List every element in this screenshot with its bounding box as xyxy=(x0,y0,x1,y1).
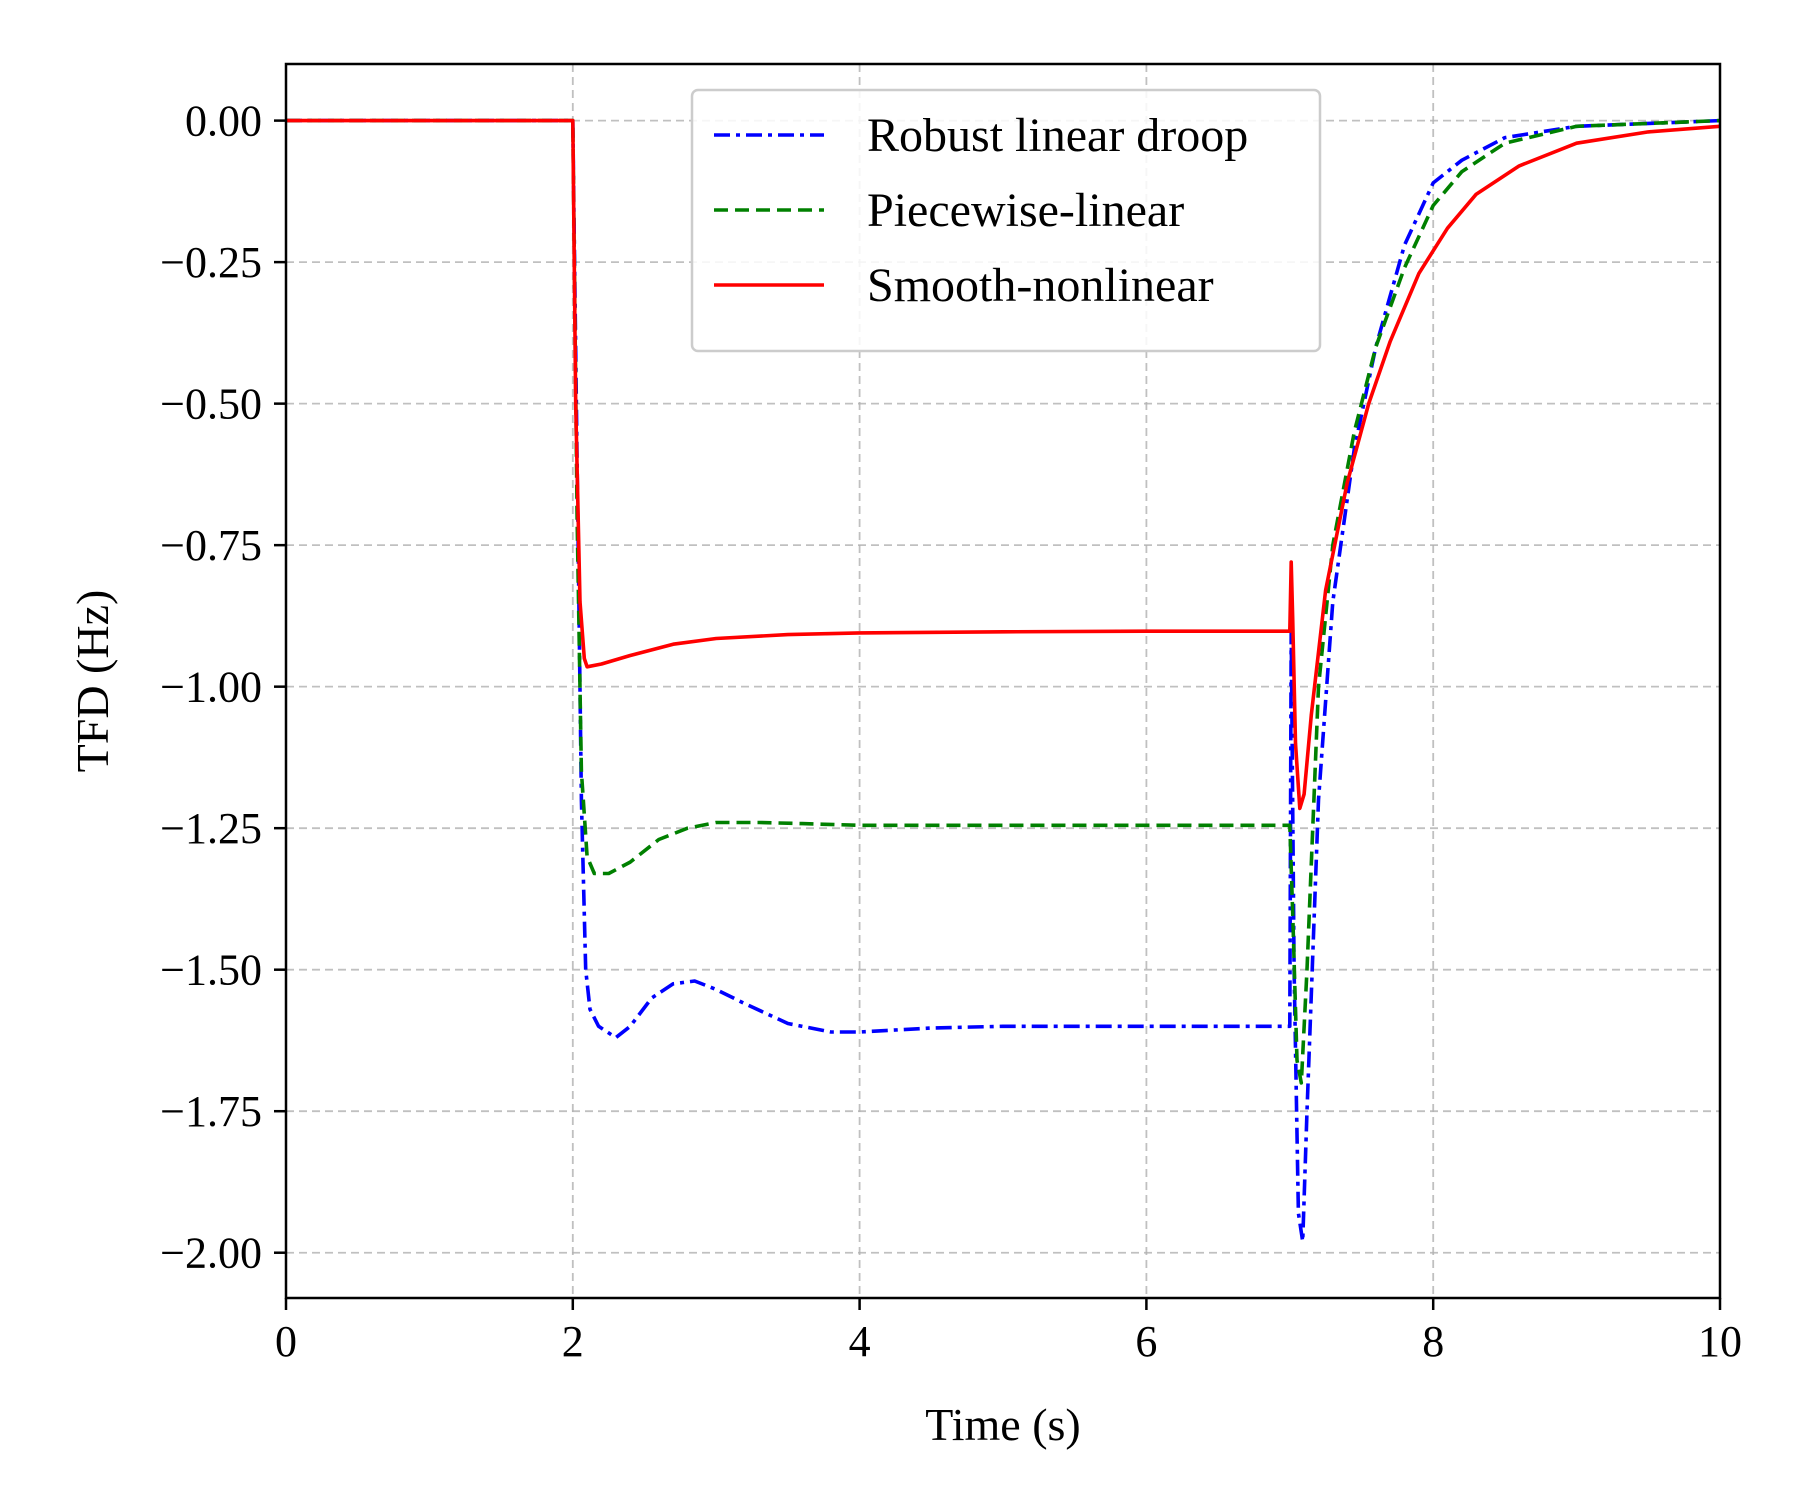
series-lines xyxy=(286,118,1721,1244)
x-tick-label: 10 xyxy=(1698,1317,1742,1366)
x-tick-label: 2 xyxy=(562,1317,584,1366)
plot-frame xyxy=(284,62,1722,1300)
legend-box xyxy=(690,88,1322,353)
x-axis-label: Time (s) xyxy=(925,1399,1081,1450)
legend-label-piecewise-linear: Piecewise-linear xyxy=(867,184,1184,237)
y-tick-label: −1.00 xyxy=(160,663,262,712)
legend-items: Robust linear droop Piecewise-linear Smoot… xyxy=(714,109,1248,312)
y-tick-label: −0.50 xyxy=(160,380,262,429)
series-line-smooth-nonlinear xyxy=(286,118,1721,811)
axis-ticks: 0 2 4 6 8 10 0.00 −0.25 −0.50 −0.75 −1.00 −1.25 −1.5… xyxy=(160,97,1742,1366)
y-tick-label: −1.75 xyxy=(160,1087,262,1136)
x-tick-label: 8 xyxy=(1422,1317,1444,1366)
legend: Robust linear droop Piecewise-linear Smoot… xyxy=(690,88,1322,353)
y-tick-label: 0.00 xyxy=(185,97,262,146)
y-axis-label: TFD (Hz) xyxy=(67,590,118,773)
y-tick-label: −0.25 xyxy=(160,238,262,287)
x-tick-label: 4 xyxy=(849,1317,871,1366)
legend-label-smooth-nonlinear: Smooth-nonlinear xyxy=(867,259,1214,312)
legend-label-robust-linear-droop: Robust linear droop xyxy=(867,109,1248,162)
y-tick-label: −2.00 xyxy=(160,1229,262,1278)
y-tick-label: −0.75 xyxy=(160,521,262,570)
y-tick-label: −1.50 xyxy=(160,946,262,995)
x-tick-label: 6 xyxy=(1135,1317,1157,1366)
y-tick-label: −1.25 xyxy=(160,804,262,853)
x-tick-label: 0 xyxy=(275,1317,297,1366)
series-line-piecewise-linear xyxy=(286,118,1721,1085)
